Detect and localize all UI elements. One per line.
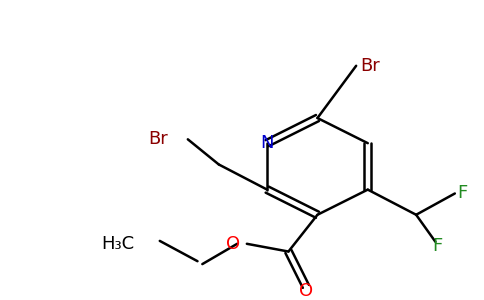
Text: N: N — [260, 134, 274, 152]
Text: F: F — [457, 184, 468, 202]
Text: O: O — [226, 235, 240, 253]
Text: H₃C: H₃C — [101, 235, 134, 253]
Text: Br: Br — [149, 130, 168, 148]
Text: F: F — [432, 237, 442, 255]
Text: O: O — [299, 282, 313, 300]
Text: Br: Br — [360, 57, 380, 75]
